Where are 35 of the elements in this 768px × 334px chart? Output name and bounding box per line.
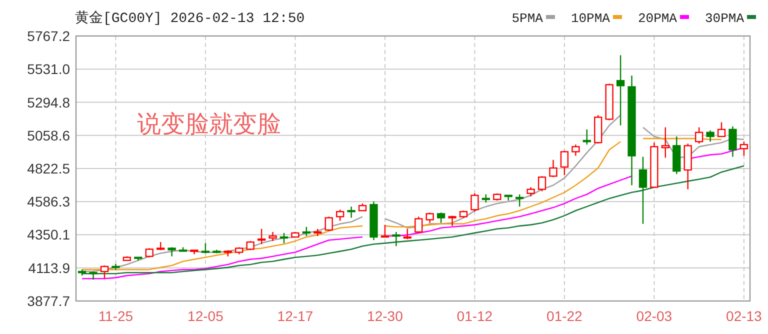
y-tick-label: 4822.5: [27, 160, 70, 176]
candlestick: [638, 156, 648, 224]
x-tick-label: 02-13: [726, 308, 762, 324]
y-tick-label: 5531.0: [27, 61, 70, 78]
candlestick: [728, 126, 737, 158]
annotation: 说变脸就变脸: [137, 111, 281, 138]
x-tick-label: 12-17: [277, 308, 314, 324]
candlestick: [572, 144, 580, 156]
candlestick: [370, 200, 378, 241]
x-tick-label: 01-22: [546, 308, 583, 324]
y-tick-label: 4113.9: [28, 260, 70, 276]
y-tick-label: 5767.2: [27, 28, 70, 44]
candlestick: [628, 74, 636, 186]
legend-label: 30PMA: [704, 11, 744, 26]
candlestick: [526, 186, 535, 198]
candlestick: [616, 54, 625, 126]
legend-label: 20PMA: [638, 11, 678, 26]
x-tick-label: 01-12: [456, 308, 493, 324]
legend-label: 5PMA: [512, 11, 544, 26]
x-tick-label: 12-05: [188, 308, 224, 324]
x-tick-label: 02-03: [636, 308, 672, 324]
x-tick-label: 12-30: [367, 308, 404, 324]
candlestick: [347, 206, 356, 218]
x-tick-label: 11-25: [98, 308, 134, 324]
candlestick: [706, 130, 714, 142]
y-tick-label: 3877.7: [27, 293, 70, 309]
candlestick: [661, 126, 670, 158]
y-tick-label: 5294.8: [27, 94, 70, 110]
legend-label: 10PMA: [570, 11, 610, 26]
y-tick-label: 4350.1: [27, 226, 70, 243]
chart-title: 黄金[GC00Y] 2026-02-13 12:50: [75, 10, 305, 27]
y-tick-label: 5058.6: [27, 127, 70, 144]
candlestick: [268, 231, 277, 242]
candlestick: [392, 231, 400, 247]
y-tick-label: 4586.3: [27, 194, 70, 210]
